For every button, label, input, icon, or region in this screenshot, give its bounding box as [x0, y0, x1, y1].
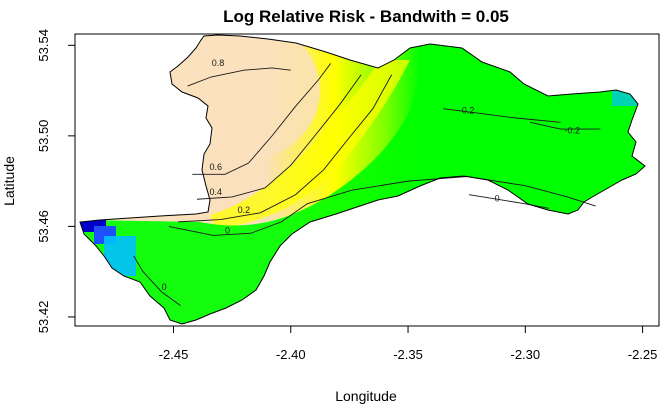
contour-line [192, 63, 332, 175]
x-axis-label: Longitude [335, 388, 397, 404]
x-tick-label: -2.35 [393, 347, 423, 362]
region-outline [79, 34, 646, 325]
y-tick-label: 53.54 [36, 29, 51, 62]
contour-line [178, 74, 393, 223]
contour-lines: 0.8 0.6 0.4 0.2 0 0 -0.2 -0.2 0 [133, 58, 601, 306]
contour-label: -0.2 [564, 126, 580, 136]
y-axis-label: Latitude [1, 156, 17, 206]
risk-surface [80, 35, 645, 324]
contour-label: 0 [162, 282, 167, 292]
contour-label: 0.2 [238, 205, 251, 215]
contour-line [443, 108, 561, 123]
contour-label: 0.4 [209, 187, 222, 197]
contour-line [196, 74, 362, 200]
x-tick-label: -2.40 [276, 347, 306, 362]
chart-title: Log Relative Risk - Bandwith = 0.05 [223, 7, 509, 26]
x-tick-label: -2.30 [510, 347, 540, 362]
x-tick-label: -2.25 [628, 347, 658, 362]
y-tick-label: 53.46 [36, 210, 51, 243]
plot-frame [74, 33, 660, 327]
contour-label: 0 [495, 194, 500, 204]
contour-line [468, 194, 549, 209]
contour-line [529, 121, 601, 130]
y-tick-label: 53.42 [36, 301, 51, 334]
contour-label: 0 [225, 225, 230, 235]
contour-line [187, 67, 291, 87]
x-tick-label: -2.45 [159, 347, 189, 362]
y-axis: 53.42 53.46 53.50 53.54 [36, 29, 75, 333]
contour-label: -0.2 [459, 105, 475, 115]
contour-line [168, 176, 596, 236]
x-axis: -2.45 -2.40 -2.35 -2.30 -2.25 [159, 326, 658, 362]
contour-label: 0.8 [212, 58, 225, 68]
contour-label: 0.6 [209, 162, 222, 172]
contour-line [133, 255, 181, 306]
y-tick-label: 53.50 [36, 120, 51, 153]
